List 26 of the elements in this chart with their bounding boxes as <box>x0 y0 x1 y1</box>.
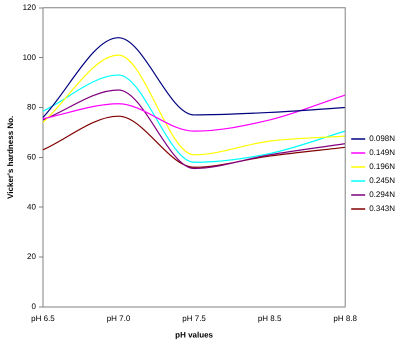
y-tick-label: 40 <box>27 202 36 212</box>
legend-label: 0.196N <box>369 162 396 172</box>
x-tick-label: pH 7.5 <box>182 314 206 323</box>
line-series <box>42 94 346 132</box>
x-axis-title: pH values <box>175 330 214 340</box>
legend-label: 0.245N <box>369 176 396 186</box>
legend-label: 0.098N <box>369 134 396 144</box>
x-tick-label: pH 8.8 <box>333 314 358 323</box>
y-axis-title: Vicker's hardness No. <box>6 116 16 199</box>
x-tick-label: pH 7.0 <box>106 314 131 323</box>
x-tick-label: pH 6.5 <box>31 314 56 323</box>
line-series <box>42 89 346 170</box>
line-series <box>42 37 346 118</box>
line-series <box>42 74 346 163</box>
legend-label: 0.149N <box>369 148 396 158</box>
y-tick-label: 100 <box>22 52 36 62</box>
y-tick-label: 20 <box>27 252 36 262</box>
x-tick-label: pH 8.5 <box>258 314 282 323</box>
legend-label: 0.343N <box>369 204 396 214</box>
y-tick-label: 60 <box>27 152 36 162</box>
line-series <box>42 54 346 156</box>
y-tick-label: 80 <box>27 102 36 112</box>
y-tick-label: 0 <box>31 302 36 312</box>
line-series <box>42 116 346 168</box>
legend-label: 0.294N <box>369 190 396 200</box>
y-tick-label: 120 <box>22 3 36 12</box>
